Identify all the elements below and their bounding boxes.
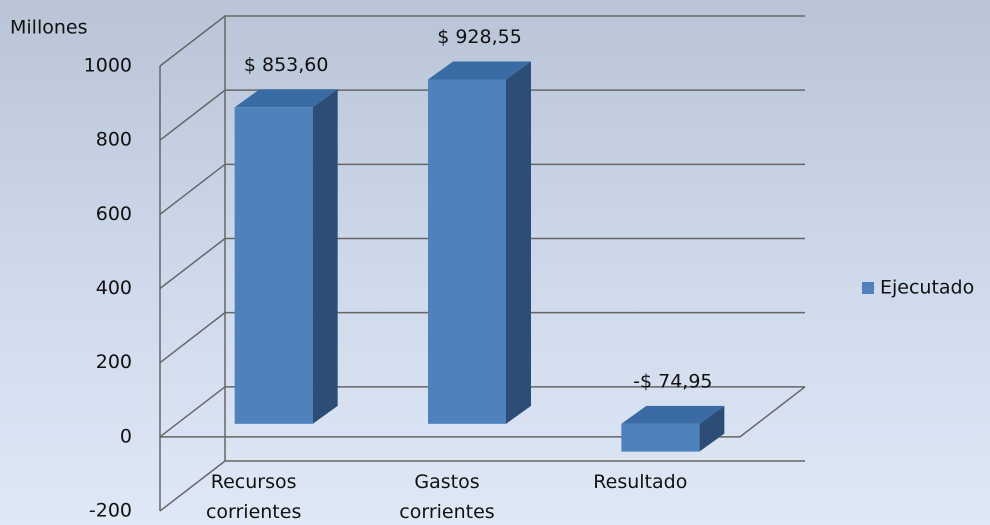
grid-line — [159, 163, 805, 215]
y-tick-label: 400 — [96, 277, 132, 299]
data-label: $ 853,60 — [244, 54, 329, 76]
data-label: -$ 74,95 — [633, 370, 712, 392]
data-label: $ 928,55 — [437, 26, 522, 48]
legend-swatch — [862, 282, 874, 294]
bar-side — [506, 61, 531, 424]
legend-label: Ejecutado — [880, 277, 974, 299]
bar-side — [312, 89, 338, 424]
grid-line — [159, 460, 805, 512]
bar-top — [621, 405, 725, 424]
bar-top — [428, 61, 531, 80]
x-tick-label: Gastos corrientes — [399, 471, 495, 523]
grid-line — [159, 311, 805, 364]
grid-line — [159, 237, 805, 290]
y-tick-label: 0 — [120, 425, 132, 447]
y-tick-label: 800 — [96, 129, 132, 151]
y-tick-label: -200 — [89, 500, 132, 522]
x-tick-label: Recursos corrientes — [205, 471, 302, 523]
x-tick-label: Resultado — [593, 471, 688, 493]
bar-side — [699, 405, 725, 452]
grid-line — [159, 386, 805, 438]
y-axis-label: Millones — [10, 17, 87, 39]
y-tick-label: 1000 — [84, 55, 132, 77]
grid-line — [159, 15, 805, 67]
y-tick-label: 600 — [96, 203, 132, 225]
floor-line — [160, 386, 806, 438]
grid-line — [159, 89, 805, 141]
y-tick-label: 200 — [96, 351, 132, 373]
bar — [428, 79, 506, 424]
bar-top — [234, 89, 338, 108]
bar — [234, 107, 313, 424]
bar — [621, 423, 700, 452]
